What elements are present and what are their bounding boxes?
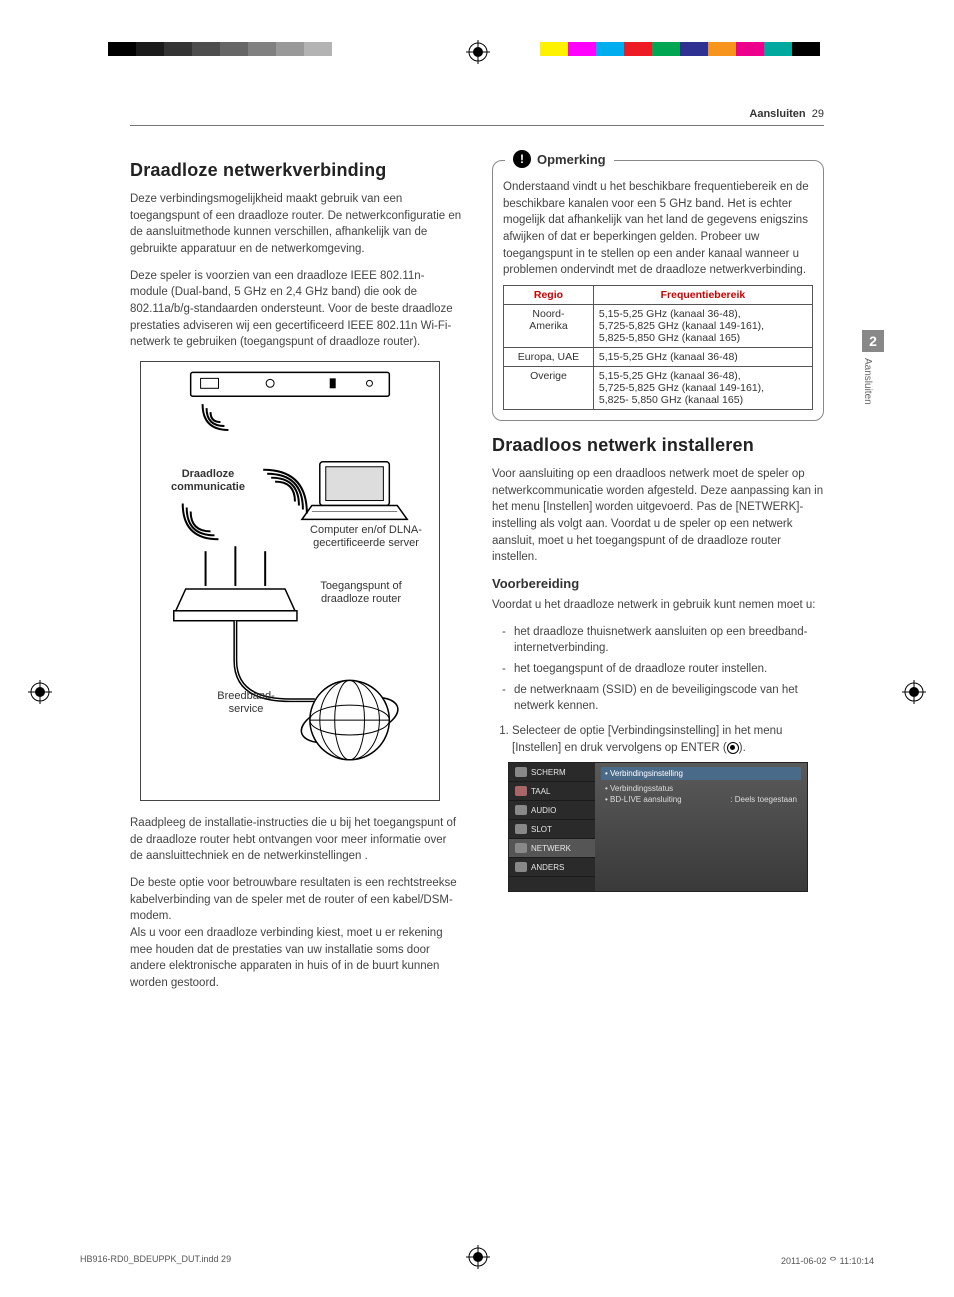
registration-mark-icon bbox=[466, 40, 490, 64]
page-header: Aansluiten 29 bbox=[749, 108, 824, 120]
h2-wireless-conn: Draadloze netwerkverbinding bbox=[130, 160, 462, 181]
header-section: Aansluiten bbox=[749, 108, 805, 120]
td-r1c0: Europa, UAE bbox=[504, 348, 594, 367]
h2-install: Draadloos netwerk installeren bbox=[492, 435, 824, 456]
p-consult: Raadpleeg de installatie-instructies die… bbox=[130, 815, 462, 865]
side-tab-label: Aansluiten bbox=[862, 352, 873, 405]
wireless-diagram: Draadloze communicatie Computer en/of DL… bbox=[140, 361, 440, 801]
th-regio: Regio bbox=[504, 286, 594, 305]
diagram-label-ap: Toegangspunt of draadloze router bbox=[296, 580, 426, 606]
settings-menu: SCHERM TAAL AUDIO SLOT NETWERK ANDERS bbox=[509, 763, 595, 891]
td-r2c0: Overige bbox=[504, 367, 594, 410]
settings-screenshot: SCHERM TAAL AUDIO SLOT NETWERK ANDERS • … bbox=[508, 762, 808, 892]
step-1: Selecteer de optie [Verbindingsinstellin… bbox=[512, 723, 824, 756]
p-prep: Voordat u het draadloze netwerk in gebru… bbox=[492, 597, 824, 614]
diagram-label-wireless: Draadloze communicatie bbox=[153, 468, 263, 494]
diagram-label-bb: Breedband- service bbox=[201, 690, 291, 716]
th-freq: Frequentiebereik bbox=[593, 286, 812, 305]
page-footer: HB916-RD0_BDEUPPK_DUT.indd 29 2011-06-02… bbox=[80, 1254, 874, 1267]
td-r1c1: 5,15-5,25 GHz (kanaal 36-48) bbox=[593, 348, 812, 367]
steps-list: Selecteer de optie [Verbindingsinstellin… bbox=[512, 723, 824, 756]
header-page: 29 bbox=[812, 108, 824, 120]
menu-netwerk: NETWERK bbox=[509, 839, 595, 858]
prep-bullets: het draadloze thuisnetwerk aansluiten op… bbox=[502, 624, 824, 715]
note-box: ! Opmerking Onderstaand vindt u het besc… bbox=[492, 160, 824, 421]
menu-audio: AUDIO bbox=[509, 801, 595, 820]
bullet-1: het toegangspunt of de draadloze router … bbox=[502, 661, 824, 678]
diagram-label-computer: Computer en/of DLNA-gecertificeerde serv… bbox=[296, 524, 436, 550]
settings-right-panel: • Verbindingsinstelling • Verbindingssta… bbox=[595, 763, 807, 891]
note-title: Opmerking bbox=[537, 152, 606, 167]
setting-row-0: • Verbindingsstatus bbox=[601, 783, 801, 794]
menu-slot: SLOT bbox=[509, 820, 595, 839]
print-swatch-right bbox=[540, 42, 820, 56]
menu-anders: ANDERS bbox=[509, 858, 595, 877]
left-column: Draadloze netwerkverbinding Deze verbind… bbox=[130, 160, 462, 1002]
right-column: ! Opmerking Onderstaand vindt u het besc… bbox=[492, 160, 824, 1002]
td-r0c1: 5,15-5,25 GHz (kanaal 36-48), 5,725-5,82… bbox=[593, 305, 812, 348]
td-r0c0: Noord- Amerika bbox=[504, 305, 594, 348]
setting-row-1: • BD-LIVE aansluiting: Deels toegestaan bbox=[601, 794, 801, 805]
footer-file: HB916-RD0_BDEUPPK_DUT.indd 29 bbox=[80, 1254, 231, 1267]
h3-prep: Voorbereiding bbox=[492, 576, 824, 591]
footer-date: 2011-06-02 ᄋ 11:10:14 bbox=[781, 1254, 874, 1267]
side-tab-number: 2 bbox=[862, 330, 884, 352]
setting-selected: • Verbindingsinstelling bbox=[601, 767, 801, 780]
note-body: Onderstaand vindt u het beschikbare freq… bbox=[503, 179, 813, 279]
registration-mark-icon bbox=[902, 680, 926, 704]
p-best-option: De beste optie voor betrouwbare resultat… bbox=[130, 875, 462, 992]
bullet-0: het draadloze thuisnetwerk aansluiten op… bbox=[502, 624, 824, 657]
side-chapter-tab: 2 Aansluiten bbox=[862, 330, 884, 450]
p-intro-1: Deze verbindingsmogelijkheid maakt gebru… bbox=[130, 191, 462, 258]
header-rule bbox=[130, 125, 824, 126]
enter-icon bbox=[727, 742, 739, 754]
frequency-table: Regio Frequentiebereik Noord- Amerika 5,… bbox=[503, 285, 813, 410]
menu-scherm: SCHERM bbox=[509, 763, 595, 782]
print-swatch-left bbox=[108, 42, 332, 56]
menu-taal: TAAL bbox=[509, 782, 595, 801]
registration-mark-icon bbox=[28, 680, 52, 704]
p-install: Voor aansluiting op een draadloos netwer… bbox=[492, 466, 824, 566]
p-intro-2: Deze speler is voorzien van een draadloz… bbox=[130, 268, 462, 351]
td-r2c1: 5,15-5,25 GHz (kanaal 36-48), 5,725-5,82… bbox=[593, 367, 812, 410]
note-icon: ! bbox=[513, 150, 531, 168]
bullet-2: de netwerknaam (SSID) en de beveiligings… bbox=[502, 682, 824, 715]
